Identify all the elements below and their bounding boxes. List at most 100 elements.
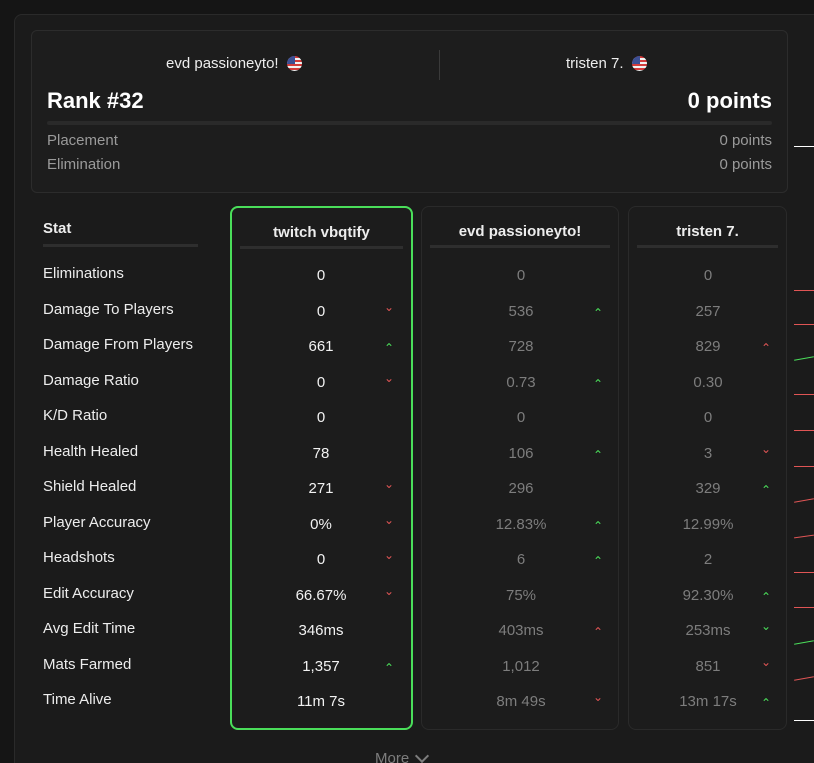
stat-value: 6 [516, 551, 526, 568]
stat-label: Health Healed [43, 442, 139, 460]
chevron-down-icon: ⌄ [383, 583, 395, 598]
chevron-up-icon: ⌃ [760, 696, 772, 710]
stat-label: K/D Ratio [43, 407, 108, 424]
stat-value: 92.30% [682, 586, 734, 604]
stat-label: Eliminations [43, 265, 124, 282]
stat-label: Player Accuracy [43, 513, 151, 531]
stat-value: 253ms [685, 622, 731, 639]
column-title-underline [240, 246, 403, 249]
column-title[interactable]: tristen 7. [676, 223, 739, 240]
stat-label: Damage From Players [43, 336, 194, 353]
team-player-2[interactable]: tristen 7. [566, 55, 647, 72]
stat-label: Avg Edit Time [43, 620, 136, 637]
stat-value: 0.30 [693, 373, 723, 391]
stat-value: 106 [508, 444, 534, 462]
stat-value: 0 [703, 267, 713, 284]
stat-value: 257 [695, 302, 721, 320]
chevron-up-icon: ⌃ [592, 625, 604, 639]
placement-label: Placement [47, 132, 118, 149]
stat-value: 12.83% [495, 515, 547, 533]
stat-value: 11m 7s [296, 693, 346, 710]
spark-line [794, 290, 814, 291]
chevron-down-icon: ⌄ [760, 654, 772, 669]
column-title[interactable]: evd passioneyto! [458, 223, 582, 240]
stat-value: 75% [505, 586, 537, 604]
stat-value: 2 [703, 551, 713, 568]
stat-value: 536 [508, 302, 534, 320]
stat-label: Shield Healed [43, 478, 137, 495]
points-progress-bar [47, 121, 772, 125]
elimination-label: Elimination [47, 156, 121, 173]
chevron-up-icon: ⌃ [383, 660, 395, 675]
stat-column-header: Stat [43, 220, 72, 237]
stat-value: 8m 49s [496, 693, 546, 710]
stat-value: 329 [695, 480, 721, 497]
stat-value: 271 [308, 480, 334, 497]
column-title[interactable]: twitch vbqtify [273, 224, 370, 241]
chevron-up-icon: ⌃ [760, 589, 772, 604]
stat-value: 851 [695, 657, 721, 675]
stat-value: 0 [516, 409, 526, 426]
stat-value: 296 [508, 480, 534, 497]
stat-label: Damage To Players [43, 300, 174, 318]
stat-value: 0 [316, 551, 326, 568]
stat-value: 829 [695, 338, 721, 355]
chevron-up-icon: ⌃ [760, 341, 772, 355]
spark-line [794, 394, 814, 395]
stat-value: 346ms [298, 622, 344, 639]
more-button[interactable]: More [375, 748, 430, 763]
stat-label: Mats Farmed [43, 655, 132, 673]
chevron-up-icon: ⌃ [592, 518, 604, 533]
spark-line [794, 430, 814, 431]
team-summary-card [31, 30, 788, 193]
spark-line [794, 466, 814, 467]
chevron-down-icon: ⌄ [383, 512, 395, 527]
chevron-down-icon: ⌄ [383, 548, 395, 562]
elimination-value: 0 points [719, 156, 772, 173]
stat-value: 728 [508, 338, 534, 355]
spark-line [794, 324, 814, 325]
spark-line [794, 607, 814, 608]
placement-value: 0 points [719, 132, 772, 149]
spark-line [794, 720, 814, 721]
stat-label: Time Alive [43, 691, 112, 708]
stat-value: 13m 17s [679, 693, 737, 710]
player-column-tristen-7: tristen 7. [628, 206, 787, 730]
chevron-down-icon: ⌄ [383, 370, 395, 385]
player-column-evd-passioneyto: evd passioneyto! [421, 206, 619, 730]
chevron-up-icon: ⌃ [760, 483, 772, 497]
stat-value: 0 [316, 267, 326, 284]
chevron-down-icon: ⌄ [383, 299, 395, 314]
stat-value: 403ms [498, 622, 544, 639]
chevron-up-icon: ⌃ [592, 554, 604, 568]
stat-value: 12.99% [682, 515, 734, 533]
rank-label: Rank #32 [47, 88, 144, 113]
stat-value: 0.73 [506, 373, 536, 391]
stat-label: Edit Accuracy [43, 584, 134, 602]
spark-line [794, 146, 814, 147]
stat-value: 3 [703, 444, 713, 462]
more-label: More [375, 750, 410, 763]
team-player-1[interactable]: evd passioneyto! [166, 55, 302, 72]
stat-value: 78 [312, 444, 330, 462]
chevron-up-icon: ⌃ [383, 341, 395, 355]
stat-value: 1,012 [502, 657, 540, 675]
stat-value: 0 [516, 267, 526, 284]
spark-line [794, 572, 814, 573]
stat-value: 1,357 [302, 657, 340, 675]
team-player-1-name: evd passioneyto! [166, 55, 279, 72]
stat-value: 0% [310, 515, 332, 533]
chevron-down-icon: ⌄ [592, 690, 604, 704]
chevron-up-icon: ⌃ [592, 447, 604, 462]
stat-value: 0 [703, 409, 713, 426]
stat-value: 66.67% [295, 586, 347, 604]
chevron-down-icon: ⌄ [760, 441, 772, 456]
team-divider [439, 50, 440, 80]
us-flag-icon [631, 56, 647, 71]
chevron-down-icon [415, 748, 430, 763]
us-flag-icon [286, 56, 302, 71]
chevron-up-icon: ⌃ [592, 305, 604, 320]
chevron-down-icon: ⌄ [383, 477, 395, 491]
stat-value: 0 [316, 409, 326, 426]
stat-label: Headshots [43, 549, 115, 566]
